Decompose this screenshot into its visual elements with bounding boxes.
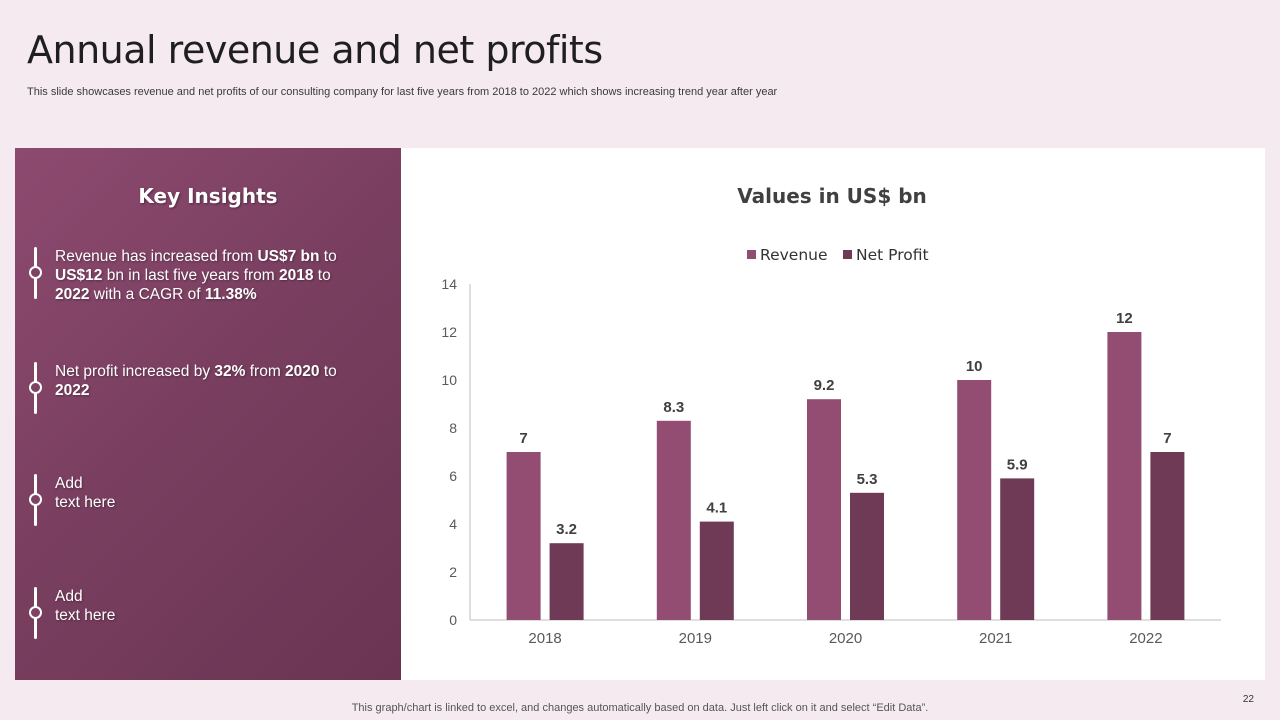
net-profit-bar [549,543,584,620]
legend-swatch [747,250,756,259]
y-tick-label: 12 [441,324,457,340]
net-profit-bar [1150,452,1185,620]
y-tick-label: 14 [441,276,457,292]
page-title: Annual revenue and net profits [27,28,603,72]
data-label: 7 [519,430,527,447]
page-number: 22 [1242,694,1254,705]
x-tick-label: 2019 [679,630,712,647]
legend-swatch [843,250,852,259]
revenue-bar [656,420,691,620]
y-tick-label: 8 [449,420,457,436]
x-tick-label: 2018 [528,630,561,647]
revenue-bar [1107,332,1142,620]
data-label: 9.2 [814,377,835,394]
data-label: 4.1 [706,500,727,517]
insight-text: Add text here [55,475,116,511]
x-tick-label: 2020 [829,630,862,647]
data-label: 3.2 [556,521,577,538]
timeline-marker-icon [29,587,43,639]
timeline-marker-icon [29,362,43,414]
data-label: 5.3 [857,471,878,488]
y-tick-label: 2 [449,564,457,580]
net-profit-bar [699,521,734,620]
y-tick-label: 10 [441,372,457,388]
net-profit-bar [1000,478,1035,620]
data-label: 12 [1116,310,1133,327]
page-subtitle: This slide showcases revenue and net pro… [27,86,778,98]
insight-text: Net profit increased by 32% from 2020 to… [55,363,337,399]
legend-label: Revenue [760,246,828,264]
net-profit-bar [850,492,884,620]
chart-title: Values in US$ bn [737,184,927,208]
footer-note: This graph/chart is linked to excel, and… [351,702,929,714]
key-insights-heading: Key Insights [138,184,278,208]
data-label: 10 [966,358,983,375]
chart-panel[interactable]: Values in US$ bn Revenue Net Profit 0 2 4 6 8 10… [401,148,1265,680]
legend-label: Net Profit [856,246,929,264]
revenue-bar [506,452,541,620]
x-tick-label: 2021 [979,630,1012,647]
data-label: 5.9 [1007,456,1028,473]
insight-text: Add text here [55,588,116,624]
revenue-bar [957,380,992,620]
y-tick-label: 0 [449,612,457,628]
insight-text: Revenue has increased from US$7 bn to US… [55,248,337,303]
timeline-marker-icon [29,474,43,526]
key-insights-panel: Key Insights Revenue has increased from … [15,148,401,680]
y-tick-label: 6 [449,468,457,484]
x-tick-label: 2022 [1129,630,1162,647]
data-label: 7 [1163,430,1171,447]
bar-chart[interactable]: Values in US$ bn Revenue Net Profit 0 2 4 6 8 10… [401,148,1265,680]
y-tick-label: 4 [449,516,457,532]
data-label: 8.3 [663,399,684,416]
timeline-marker-icon [29,247,43,299]
revenue-bar [807,399,841,620]
